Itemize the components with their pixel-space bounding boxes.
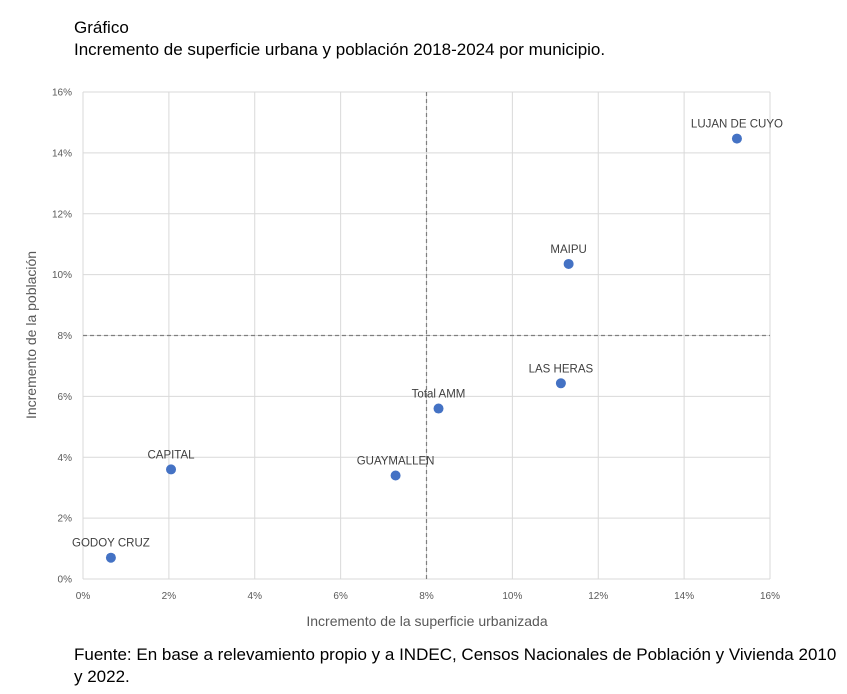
source-note: Fuente: En base a relevamiento propio y …: [74, 645, 837, 686]
y-tick-label: 10%: [52, 270, 72, 281]
x-axis-title: Incremento de la superficie urbanizada: [306, 613, 547, 629]
data-point: [390, 470, 401, 481]
data-labels: GODOY CRUZ CAPITAL GUAYMALLEN Total AMM LAS …: [72, 119, 783, 550]
x-tick-label: 12%: [588, 591, 608, 602]
data-label: GODOY CRUZ: [72, 538, 150, 550]
data-point: [105, 552, 116, 563]
data-point: [555, 378, 566, 389]
y-tick-label: 16%: [52, 88, 72, 99]
y-tick-label: 2%: [58, 514, 73, 525]
data-point: [563, 258, 574, 269]
chart-title: Incremento de superficie urbana y poblac…: [74, 40, 606, 59]
y-tick-label: 12%: [52, 209, 72, 220]
x-tick-label: 16%: [760, 591, 780, 602]
y-tick-label: 8%: [58, 331, 73, 342]
data-label: Total AMM: [412, 389, 466, 401]
data-point: [731, 133, 742, 144]
data-label: GUAYMALLEN: [357, 456, 435, 468]
x-tick-label: 0%: [76, 591, 91, 602]
x-tick-label: 8%: [419, 591, 434, 602]
x-tick-label: 4%: [248, 591, 263, 602]
reference-lines: [83, 92, 770, 579]
tick-labels: 0% 2% 4% 6% 8% 10% 12% 14% 16% 0% 2% 4% 6% 8% 10% 12% 14…: [52, 88, 780, 603]
data-points: [105, 133, 742, 563]
data-label: LAS HERAS: [529, 363, 594, 375]
y-tick-label: 14%: [52, 148, 72, 159]
x-tick-label: 10%: [502, 591, 522, 602]
y-tick-label: 6%: [58, 392, 73, 403]
y-tick-label: 0%: [58, 575, 73, 586]
data-label: MAIPU: [550, 244, 586, 256]
y-tick-label: 4%: [58, 453, 73, 464]
x-tick-label: 14%: [674, 591, 694, 602]
x-tick-label: 6%: [333, 591, 348, 602]
data-label: LUJAN DE CUYO: [691, 119, 783, 131]
y-axis-title: Incremento de la población: [23, 251, 39, 419]
figure-label: Gráfico: [74, 18, 129, 37]
x-tick-label: 2%: [162, 591, 177, 602]
data-label: CAPITAL: [147, 449, 195, 461]
data-point: [433, 403, 444, 414]
chart-header: Gráfico Incremento de superficie urbana …: [74, 17, 605, 61]
data-point: [166, 464, 177, 475]
